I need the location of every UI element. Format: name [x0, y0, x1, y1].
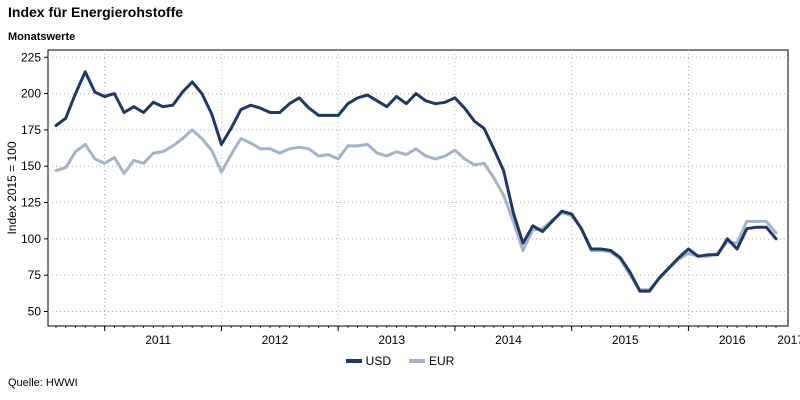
series-line-usd	[54, 70, 778, 293]
x-tick-label: 2011	[145, 333, 171, 347]
x-tick-label: 2014	[495, 333, 522, 347]
y-axis-label: Index 2015 = 100	[5, 141, 19, 234]
legend-label-eur: EUR	[429, 354, 455, 368]
chart-legend: USD EUR	[0, 354, 800, 368]
y-tick-label: 200	[21, 87, 41, 101]
x-tick-label: 2015	[612, 333, 639, 347]
legend-item-usd: USD	[345, 354, 391, 368]
chart-title: Index für Energierohstoffe	[8, 4, 184, 20]
legend-swatch-usd	[345, 359, 362, 363]
x-tick-label: 2016	[719, 333, 746, 347]
y-tick-label: 125	[21, 196, 41, 210]
legend-item-eur: EUR	[409, 354, 454, 368]
y-tick-label: 50	[28, 304, 42, 318]
x-tick-label: 2013	[378, 333, 405, 347]
y-tick-label: 100	[21, 232, 41, 246]
x-tick-label: 2017	[777, 333, 800, 347]
chart-source: Quelle: HWWI	[8, 377, 78, 389]
chart-subtitle: Monatswerte	[8, 31, 76, 43]
y-tick-label: 225	[21, 50, 41, 64]
y-tick-label: 150	[21, 159, 41, 173]
x-tick-label: 2012	[262, 333, 289, 347]
legend-swatch-eur	[409, 359, 425, 363]
series-line-eur	[54, 128, 778, 292]
y-tick-label: 75	[28, 268, 42, 282]
legend-label-usd: USD	[365, 354, 391, 368]
plot-frame	[47, 49, 789, 327]
y-tick-label: 175	[21, 123, 41, 137]
